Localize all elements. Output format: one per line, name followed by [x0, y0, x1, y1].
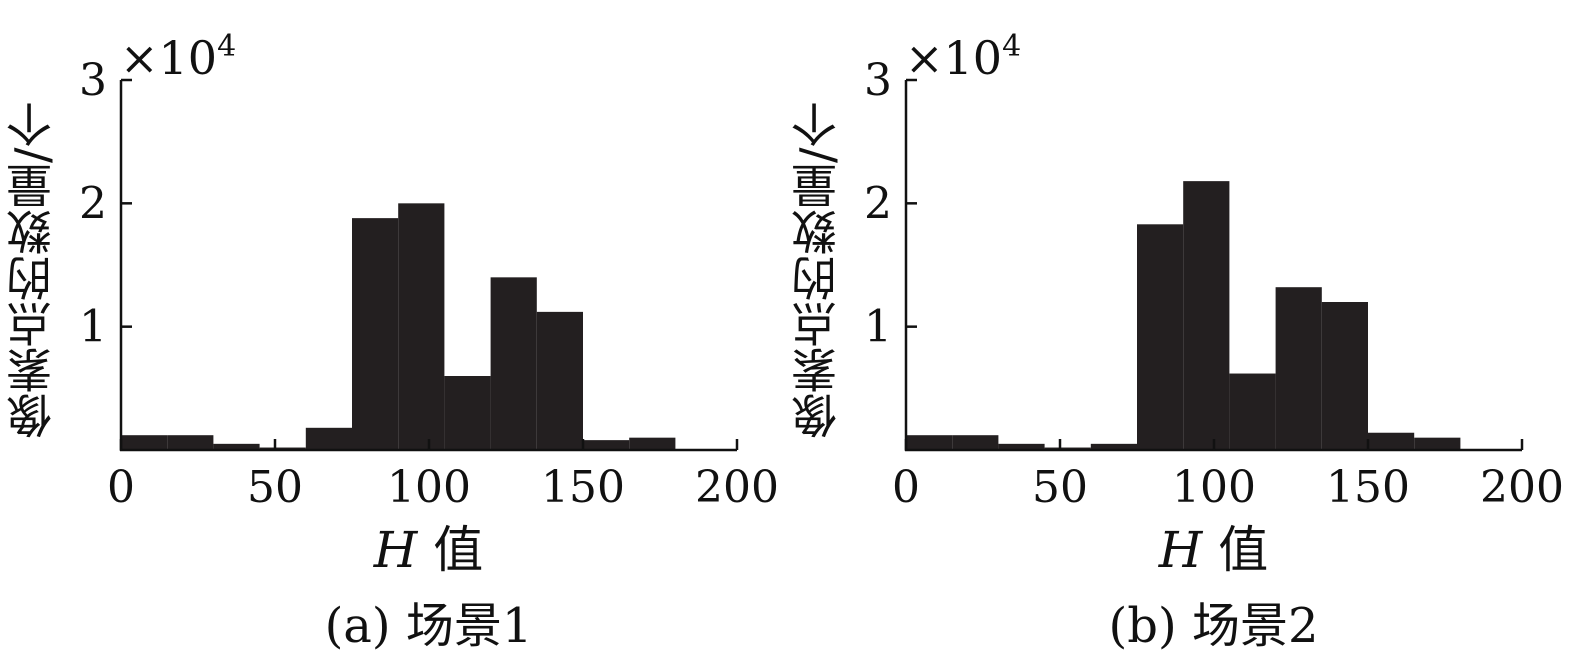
histogram-bar: [167, 435, 214, 450]
x-axis-label: H 值: [120, 520, 737, 580]
y-tick-label: 2: [864, 178, 892, 229]
histogram-bar: [1090, 443, 1137, 450]
histogram-bar: [1414, 437, 1461, 450]
histogram-bar: [398, 203, 445, 450]
histogram-bar: [1183, 181, 1230, 450]
histogram-bar: [1229, 373, 1276, 450]
x-axis-variable: H: [373, 521, 418, 579]
x-tick-label: 150: [1326, 462, 1410, 513]
x-tick-label: 200: [695, 462, 779, 513]
panel-caption: (a) 场景1: [324, 598, 533, 654]
y-multiplier-base: ×10: [120, 31, 218, 85]
x-axis-suffix: 值: [433, 521, 484, 579]
histogram-bar: [213, 443, 260, 450]
y-multiplier-exponent: 4: [217, 29, 237, 64]
x-tick-label: 50: [247, 462, 303, 513]
histogram-bar: [352, 218, 399, 450]
x-axis-variable: H: [1158, 521, 1203, 579]
x-tick-label: 100: [1172, 462, 1256, 513]
histogram-bar: [444, 376, 491, 450]
histogram-bar: [1368, 432, 1415, 450]
histogram-bar: [305, 427, 352, 450]
y-axis-multiplier: ×104: [905, 22, 1021, 83]
x-tick-label: 0: [107, 462, 135, 513]
x-tick-label: 0: [892, 462, 920, 513]
x-tick-label: 100: [387, 462, 471, 513]
histogram-bar: [121, 435, 168, 450]
x-axis-label: H 值: [905, 520, 1522, 580]
histogram-bar: [490, 277, 537, 450]
histogram-svg-a: 1 2 3 0 50 100 150 200: [79, 55, 779, 513]
x-axis-suffix: 值: [1218, 521, 1269, 579]
y-axis-multiplier: ×104: [120, 22, 236, 83]
histogram-bar: [1137, 224, 1184, 450]
y-tick-label: 1: [864, 302, 892, 353]
y-tick-label: 3: [79, 55, 107, 106]
histogram-svg-b: 1 2 3 0 50 100 150 200: [864, 55, 1564, 513]
histogram-bar: [998, 443, 1045, 450]
histogram-bar: [583, 440, 630, 450]
panel-caption: (b) 场景2: [1108, 598, 1319, 654]
histogram-bar: [1321, 302, 1368, 450]
histogram-panel-b: 1 2 3 0 50 100 150 200 像素点的数量/个 ×104 H 值 (b) 场景…: [785, 0, 1572, 664]
histogram-bar: [906, 435, 953, 450]
y-tick-label: 2: [79, 178, 107, 229]
x-tick-label: 150: [541, 462, 625, 513]
histogram-bar: [629, 437, 676, 450]
histogram-panel-a: 1 2 3 0 50 100 150 200 像素点的数量/个 ×104 H 值 (a) 场景…: [0, 0, 787, 664]
y-multiplier-base: ×10: [905, 31, 1003, 85]
x-tick-label: 50: [1032, 462, 1088, 513]
x-tick-label: 200: [1480, 462, 1564, 513]
histogram-bar: [952, 435, 999, 450]
y-axis-label: 像素点的数量/个: [790, 101, 844, 439]
y-multiplier-exponent: 4: [1002, 29, 1022, 64]
histogram-bar: [536, 311, 583, 450]
y-tick-label: 1: [79, 302, 107, 353]
y-axis-label: 像素点的数量/个: [5, 101, 59, 439]
histogram-bar: [1275, 287, 1322, 450]
y-tick-label: 3: [864, 55, 892, 106]
